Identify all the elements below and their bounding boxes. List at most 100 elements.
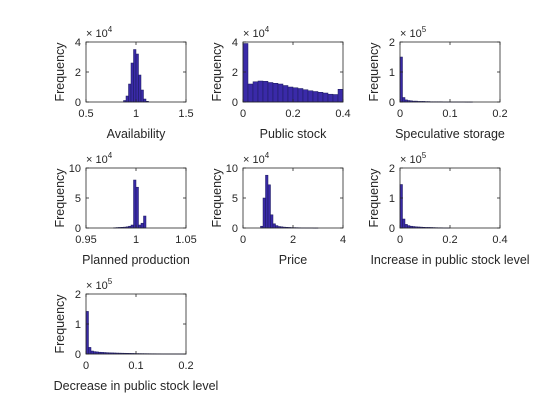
histogram-bar bbox=[402, 97, 406, 103]
x-tick-label: 0.2 bbox=[492, 108, 507, 120]
histogram-panel-4: 0.95 1 1.05 0 5 10 Planned production Frequency… bbox=[53, 151, 197, 267]
histogram-bars bbox=[242, 43, 344, 103]
histogram-bar bbox=[138, 74, 142, 103]
multiplier-base: 10 bbox=[95, 28, 107, 40]
multiplier-base: 10 bbox=[95, 280, 107, 292]
histogram-bar bbox=[138, 224, 142, 229]
y-tick-label: 4 bbox=[75, 37, 81, 49]
y-tick-label: 0 bbox=[75, 223, 81, 235]
histogram-bar bbox=[140, 89, 144, 103]
histogram-panel-7: 0 0.1 0.2 0 1 2 Decrease in public stock level… bbox=[53, 277, 218, 393]
multiplier-base: 10 bbox=[95, 154, 107, 166]
x-tick-label: 0 bbox=[397, 108, 403, 120]
histogram-bar bbox=[270, 214, 274, 229]
histogram-bar bbox=[130, 62, 134, 103]
histogram-bar bbox=[267, 184, 271, 229]
axis-multiplier: × 105 bbox=[86, 277, 113, 292]
axis-multiplier: × 104 bbox=[243, 25, 270, 40]
x-axis-label: Increase in public stock level bbox=[370, 253, 529, 267]
axis-multiplier: × 105 bbox=[400, 151, 427, 166]
axes-box bbox=[85, 293, 187, 355]
x-tick-label: 0 bbox=[83, 360, 89, 372]
x-axis-label: Decrease in public stock level bbox=[54, 379, 219, 393]
histogram-bar bbox=[143, 215, 147, 229]
y-tick-label: 2 bbox=[75, 67, 81, 79]
axes-box bbox=[399, 167, 501, 229]
histogram-bar bbox=[332, 94, 339, 103]
multiplier-exponent: 4 bbox=[108, 151, 113, 160]
x-tick-label: 0 bbox=[240, 234, 246, 246]
histogram-bar bbox=[130, 224, 134, 229]
histogram-bar bbox=[262, 197, 266, 229]
axes-box bbox=[242, 167, 344, 229]
histogram-bars bbox=[123, 49, 149, 103]
x-tick-label: 0.4 bbox=[335, 108, 350, 120]
axis-multiplier: × 105 bbox=[400, 25, 427, 40]
x-tick-label: 0.1 bbox=[442, 108, 457, 120]
histogram-bar bbox=[322, 92, 329, 103]
x-axis-label: Availability bbox=[107, 127, 167, 141]
histogram-bar bbox=[307, 90, 314, 103]
histogram-bar bbox=[272, 223, 276, 229]
histogram-bar bbox=[135, 53, 139, 103]
histogram-bar bbox=[265, 174, 269, 229]
axes-box bbox=[399, 41, 501, 103]
x-tick-label: 0.2 bbox=[285, 108, 300, 120]
histogram-bar bbox=[128, 83, 132, 103]
y-tick-label: 2 bbox=[389, 37, 395, 49]
x-tick-label: 4 bbox=[340, 234, 346, 246]
histogram-bar bbox=[140, 222, 144, 229]
histogram-bar bbox=[267, 82, 274, 103]
y-tick-label: 0 bbox=[75, 349, 81, 361]
y-tick-label: 0 bbox=[75, 97, 81, 109]
histogram-bar bbox=[282, 85, 289, 103]
x-tick-label: 1.05 bbox=[175, 234, 196, 246]
x-tick-label: 0 bbox=[397, 234, 403, 246]
y-tick-label: 4 bbox=[232, 37, 238, 49]
histogram-bar bbox=[317, 92, 324, 103]
histogram-bar bbox=[252, 81, 259, 103]
y-axis-label: Frequency bbox=[210, 168, 224, 228]
x-axis-label: Public stock bbox=[260, 127, 327, 141]
histogram-bar bbox=[247, 83, 254, 103]
y-tick-label: 1 bbox=[389, 67, 395, 79]
multiplier-exponent: 5 bbox=[422, 25, 427, 34]
histogram-bar bbox=[242, 43, 249, 103]
y-tick-label: 10 bbox=[69, 163, 81, 175]
multiplier-prefix: × bbox=[243, 154, 252, 166]
axis-multiplier: × 104 bbox=[86, 25, 113, 40]
x-axis-label: Speculative storage bbox=[395, 127, 505, 141]
histogram-bar bbox=[90, 350, 94, 355]
multiplier-exponent: 4 bbox=[265, 25, 270, 34]
x-tick-label: 0.5 bbox=[78, 108, 93, 120]
y-tick-label: 0 bbox=[389, 97, 395, 109]
y-tick-label: 2 bbox=[389, 163, 395, 175]
y-axis-label: Frequency bbox=[53, 42, 67, 102]
histogram-bar bbox=[277, 83, 284, 103]
y-axis-label: Frequency bbox=[210, 42, 224, 102]
x-axis-label: Planned production bbox=[82, 253, 190, 267]
y-tick-label: 5 bbox=[75, 193, 81, 205]
x-tick-label: 0.2 bbox=[178, 360, 193, 372]
histogram-bars bbox=[399, 184, 451, 229]
histogram-bars bbox=[85, 311, 187, 355]
histogram-bars bbox=[260, 174, 319, 229]
histogram-bar bbox=[302, 89, 309, 103]
axis-multiplier: × 104 bbox=[243, 151, 270, 166]
y-tick-label: 2 bbox=[75, 289, 81, 301]
y-tick-label: 1 bbox=[75, 319, 81, 331]
histogram-bar bbox=[257, 80, 264, 103]
multiplier-base: 10 bbox=[409, 154, 421, 166]
x-axis-label: Price bbox=[279, 253, 308, 267]
histogram-bar bbox=[133, 179, 137, 229]
histogram-bars bbox=[399, 56, 473, 103]
histogram-bar bbox=[312, 91, 319, 103]
y-tick-label: 0 bbox=[389, 223, 395, 235]
y-axis-label: Frequency bbox=[53, 294, 67, 354]
histogram-bar bbox=[337, 89, 344, 103]
y-tick-label: 5 bbox=[232, 193, 238, 205]
multiplier-exponent: 4 bbox=[108, 25, 113, 34]
